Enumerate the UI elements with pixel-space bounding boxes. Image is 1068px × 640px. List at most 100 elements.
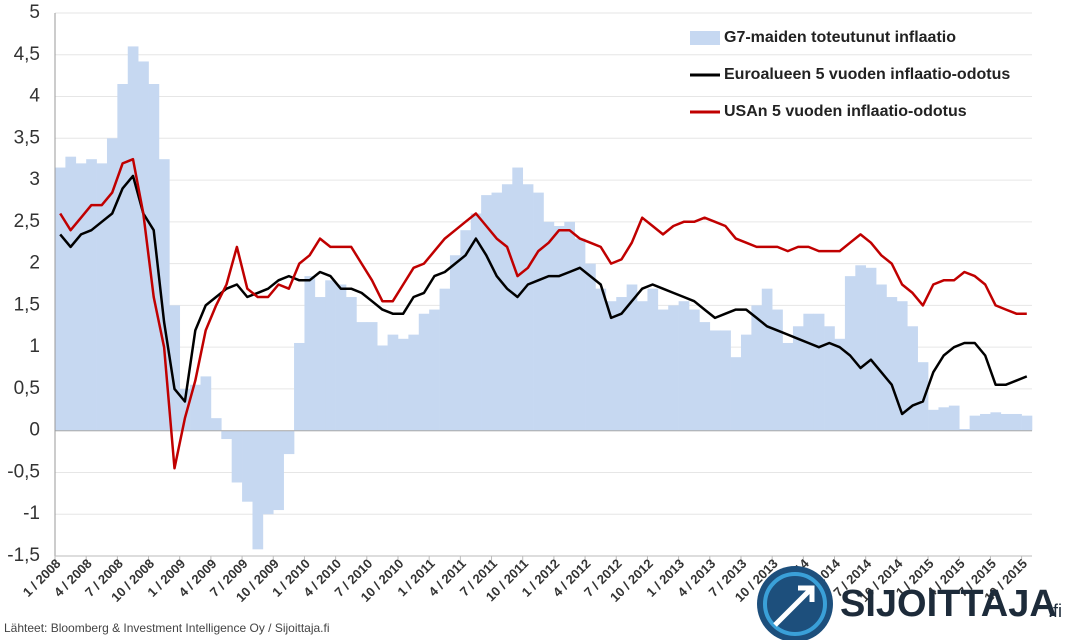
bar [678, 301, 690, 431]
bar [585, 263, 596, 431]
bar [86, 159, 97, 431]
y-tick-label: 1 [29, 336, 40, 357]
bar [896, 301, 908, 431]
bar [439, 288, 451, 431]
legend-label: Euroalueen 5 vuoden inflaatio-odotus [724, 66, 1010, 83]
bar [959, 429, 970, 431]
bar [761, 288, 773, 431]
bar [117, 84, 129, 431]
bar [938, 407, 950, 431]
y-tick-label: -1 [23, 503, 40, 524]
legend-label: USAn 5 vuoden inflaatio-odotus [724, 103, 967, 120]
y-tick-label: 0,5 [14, 378, 40, 399]
bar [564, 221, 575, 431]
bar [782, 342, 794, 431]
bar [106, 138, 118, 431]
source: Lähteet: Bloomberg & Investment Intellig… [4, 621, 330, 635]
y-tick-label: 3 [29, 169, 40, 190]
bar [460, 230, 472, 431]
bar [855, 265, 867, 431]
bar [595, 288, 607, 431]
y-tick-label: 3,5 [14, 127, 40, 148]
logo: SIJOITTAJA .fi [757, 566, 1062, 640]
bar [1011, 413, 1022, 431]
bar [876, 284, 887, 431]
bar [429, 309, 440, 431]
bar [772, 309, 783, 431]
bar [96, 163, 108, 431]
bar [668, 305, 679, 431]
bar [813, 313, 825, 431]
bar [824, 326, 835, 431]
y-tick-label: -1,5 [7, 545, 40, 566]
bar [751, 305, 763, 431]
bar [543, 221, 555, 431]
bar [273, 430, 284, 511]
bar [387, 334, 399, 431]
y-tick-label: 2,5 [14, 211, 40, 232]
y-tick-label: 4,5 [14, 44, 40, 65]
bar [844, 276, 856, 431]
bar [377, 345, 388, 431]
y-tick-label: 2 [29, 253, 40, 274]
bar [886, 297, 898, 431]
bar [210, 418, 222, 431]
bar [616, 297, 627, 431]
bar [834, 338, 846, 431]
bar [158, 159, 170, 431]
bar [366, 322, 378, 431]
bar [55, 167, 66, 431]
bar [907, 326, 918, 431]
bar [408, 334, 420, 431]
bar [605, 301, 617, 431]
bar [553, 226, 565, 431]
bar [574, 238, 586, 431]
bar [657, 309, 669, 431]
bar [1021, 415, 1033, 431]
bar [346, 297, 357, 431]
bar [190, 384, 201, 431]
bar [481, 195, 492, 431]
bar [512, 167, 524, 431]
plot: 54,543,532,521,510,50-0,5-1-1,51 / 20084… [7, 2, 1033, 605]
bar [969, 415, 981, 431]
bar [720, 330, 731, 431]
bar [449, 255, 461, 431]
logo-arrow [773, 585, 815, 627]
bar [740, 334, 752, 431]
bar [699, 322, 711, 431]
bar [294, 342, 305, 431]
y-tick-label: 1,5 [14, 294, 40, 315]
logo-text: SIJOITTAJA [840, 583, 1057, 625]
bar [65, 156, 77, 431]
line [59, 157, 1027, 470]
bar [980, 413, 991, 431]
bar [231, 430, 243, 483]
legend-label: G7-maiden toteutunut inflaatio [724, 29, 956, 46]
bar [501, 184, 513, 431]
bar [252, 430, 264, 550]
bar [169, 305, 181, 431]
bar [397, 338, 409, 431]
bar [709, 330, 721, 431]
bar [200, 376, 212, 431]
bar [356, 322, 368, 431]
bar [647, 288, 659, 431]
y-tick-label: -0,5 [7, 461, 40, 482]
y-tick-label: 4 [29, 86, 40, 107]
bar [325, 280, 336, 431]
legend-swatch [690, 31, 720, 45]
bar [283, 430, 295, 455]
bar [470, 213, 482, 431]
bar [689, 309, 700, 431]
bar [127, 46, 139, 431]
bar [221, 430, 232, 440]
bar [917, 362, 929, 431]
bar [179, 388, 191, 431]
bar [792, 326, 804, 431]
bar [533, 192, 544, 431]
bar [491, 192, 503, 431]
bar [418, 313, 430, 431]
bar [522, 184, 534, 431]
